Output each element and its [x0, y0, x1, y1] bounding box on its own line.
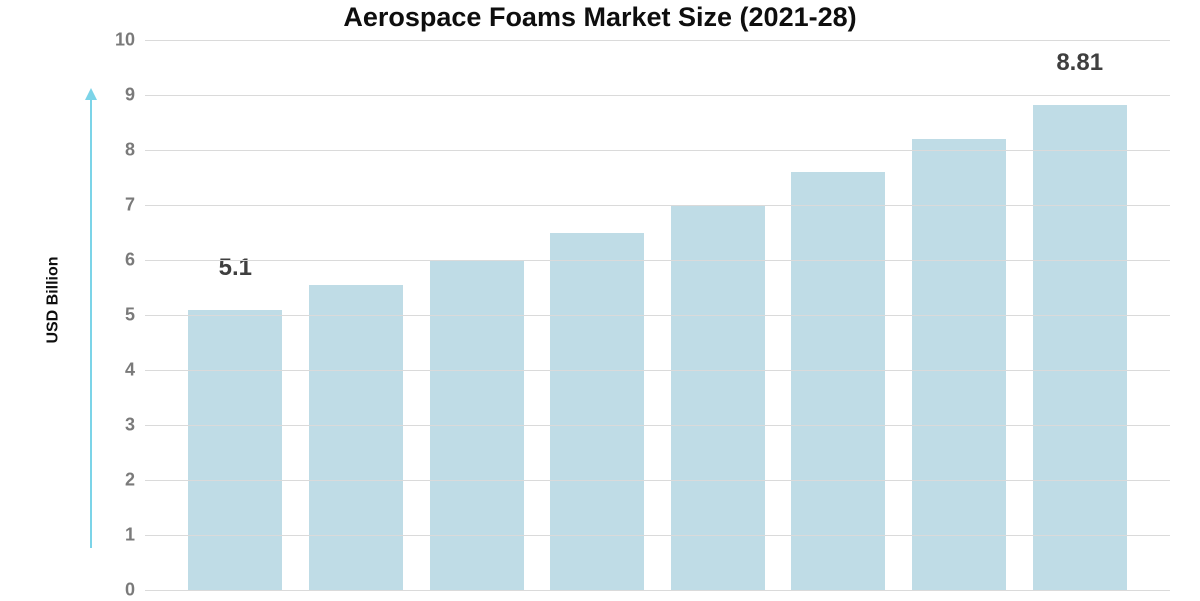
y-tick-label: 4 — [125, 360, 135, 381]
grid-line — [145, 150, 1170, 151]
y-axis-arrow-icon — [85, 88, 97, 548]
y-tick-label: 10 — [115, 30, 135, 51]
bar — [791, 172, 885, 590]
bar — [912, 139, 1006, 590]
bar — [309, 285, 403, 590]
y-tick-label: 9 — [125, 85, 135, 106]
grid-line — [145, 205, 1170, 206]
y-tick-label: 8 — [125, 140, 135, 161]
grid-line — [145, 480, 1170, 481]
bar — [188, 310, 282, 591]
bar-value-label: 5.1 — [219, 254, 252, 282]
grid-line — [145, 260, 1170, 261]
y-tick-label: 6 — [125, 250, 135, 271]
grid-line — [145, 425, 1170, 426]
y-tick-label: 1 — [125, 525, 135, 546]
grid-line — [145, 590, 1170, 591]
y-tick-label: 2 — [125, 470, 135, 491]
bar — [550, 233, 644, 591]
y-axis-label: USD Billion — [45, 256, 63, 343]
grid-line — [145, 370, 1170, 371]
plot-area: 5.18.81 012345678910 — [145, 40, 1170, 590]
bar-value-label: 8.81 — [1056, 49, 1103, 77]
y-tick-label: 0 — [125, 580, 135, 601]
y-tick-label: 3 — [125, 415, 135, 436]
grid-line — [145, 40, 1170, 41]
bar — [671, 205, 765, 590]
chart-title: Aerospace Foams Market Size (2021-28) — [0, 0, 1200, 33]
y-tick-label: 7 — [125, 195, 135, 216]
grid-line — [145, 95, 1170, 96]
grid-line — [145, 315, 1170, 316]
grid-line — [145, 535, 1170, 536]
y-tick-label: 5 — [125, 305, 135, 326]
bar — [1033, 105, 1127, 590]
